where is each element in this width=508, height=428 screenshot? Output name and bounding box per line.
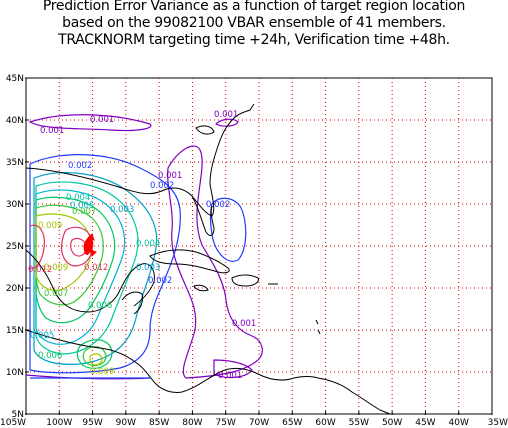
contour-0.006-south — [76, 339, 113, 369]
contour-0.005 — [35, 189, 126, 345]
contour-label: 0.002 — [150, 181, 174, 191]
lat-label: 20N — [6, 284, 24, 294]
lon-label: 65W — [282, 418, 302, 428]
title-line-3: TRACKNORM targeting time +24h, Verificat… — [58, 32, 450, 48]
contour-label: 0.009 — [44, 263, 68, 273]
contour-0.012-center — [60, 226, 93, 267]
contour-0.012-inner — [70, 237, 87, 257]
coast-jamaica — [193, 284, 209, 292]
lon-label: 70W — [249, 418, 269, 428]
title-line-1: Prediction Error Variance as a function … — [42, 0, 466, 14]
contour-label: 0.004 — [136, 239, 160, 249]
contour-0.007 — [35, 204, 104, 306]
lat-label: 40N — [6, 116, 24, 126]
contour-label: 0.012 — [28, 265, 52, 275]
coast-florida — [191, 195, 215, 236]
contour-label: 0.003 — [110, 205, 134, 215]
title-line-2: based on the 99082100 VBAR ensemble of 4… — [62, 15, 446, 31]
contour-0.007-south — [82, 346, 107, 367]
contour-label: 0.002 — [206, 200, 230, 210]
lon-label: 75W — [216, 418, 236, 428]
contour-0.004 — [35, 181, 139, 355]
contour-label: 0.009 — [38, 221, 62, 231]
contour-label: 0.006 — [38, 351, 62, 361]
contour-label: 0.001 — [218, 371, 242, 381]
lat-label: 25N — [6, 242, 24, 252]
lon-label: 45W — [415, 418, 435, 428]
contour-label: 0.005 — [70, 201, 94, 211]
contour-0.006 — [35, 196, 116, 324]
contour-label: 0.012 — [84, 263, 108, 273]
contour-label: 0.006 — [88, 301, 112, 311]
lat-label: 5N — [12, 410, 24, 420]
lat-label: 35N — [6, 158, 24, 168]
lat-label: 10N — [6, 368, 24, 378]
contour-lines — [25, 114, 263, 380]
coast-yucatan — [121, 291, 143, 315]
lon-label: 55W — [349, 418, 369, 428]
longitude-labels: 105W 100W 95W 90W 85W 80W 75W 70W 65W 60W 55W 50W 45… — [0, 411, 508, 428]
coast-lesser-antilles — [315, 319, 321, 335]
contour-label: 0.002 — [148, 276, 172, 286]
contour-0.002-main — [29, 154, 181, 374]
lon-label: 85W — [149, 418, 169, 428]
lon-label: 35W — [488, 418, 508, 428]
latitude-labels: 45N 40N 35N 30N 25N 20N 15N 10N 5N — [6, 74, 29, 420]
contour-0.001-main — [167, 145, 263, 379]
contour-0.012-west — [29, 224, 45, 269]
lat-label: 30N — [6, 200, 24, 210]
contour-0.002-east — [209, 197, 247, 262]
contour-0.003 — [33, 172, 158, 365]
coastlines — [25, 103, 391, 415]
contour-label: 0.009 — [90, 367, 114, 377]
contour-label: 0.007 — [72, 207, 96, 217]
lon-label: 100W — [46, 418, 72, 428]
lon-label: 40W — [449, 418, 469, 428]
contour-0.001-carib — [213, 359, 253, 379]
lat-label: 45N — [6, 74, 24, 84]
lat-label: 15N — [6, 326, 24, 336]
contour-0.009-south — [89, 353, 103, 366]
coast-great-lakes — [195, 125, 215, 135]
coast-central-america — [25, 329, 319, 393]
grid-lines — [26, 78, 492, 414]
lon-label: 50W — [382, 418, 402, 428]
contour-label: 0.004 — [66, 193, 90, 203]
contour-label: 0.003 — [136, 263, 160, 273]
lon-label: 80W — [182, 418, 202, 428]
coast-south-america — [317, 377, 391, 415]
lon-label: 105W — [0, 418, 26, 428]
lon-label: 60W — [315, 418, 335, 428]
contour-label: 0.002 — [68, 161, 92, 171]
contour-label: 0.001 — [90, 115, 114, 125]
lon-label: 90W — [116, 418, 136, 428]
contour-label: 0.001 — [214, 110, 238, 120]
contour-0.001-gulf-right — [214, 118, 239, 127]
target-marker — [83, 233, 97, 257]
coast-cuba — [149, 249, 230, 274]
lon-label: 95W — [82, 418, 102, 428]
contour-label: 0.001 — [40, 126, 64, 136]
contour-label: 0.001 — [232, 319, 256, 329]
coast-mexico-gulf — [25, 249, 155, 313]
contour-label: 0.001 — [158, 171, 182, 181]
contour-label: 0.005 — [30, 331, 54, 341]
contour-0.009 — [35, 213, 92, 291]
contour-label: 0.007 — [44, 289, 68, 299]
coast-hispaniola — [231, 274, 259, 287]
contour-0.001-north — [28, 114, 152, 132]
